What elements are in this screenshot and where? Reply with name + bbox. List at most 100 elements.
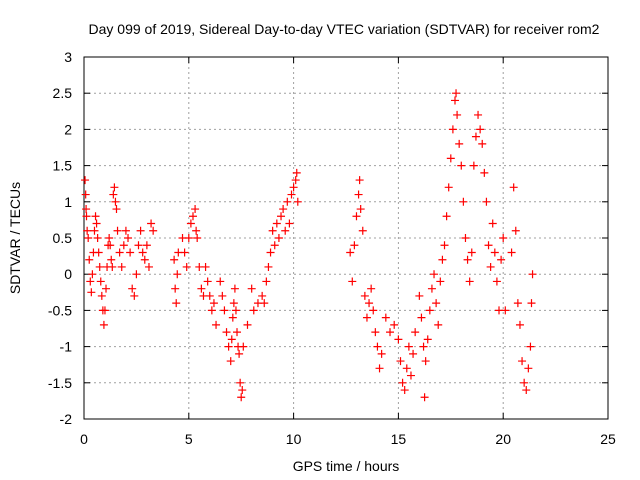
- y-tick-label: -0.5: [48, 302, 72, 318]
- axis-ticks: [83, 56, 609, 420]
- data-point: [484, 241, 493, 250]
- data-point: [249, 306, 258, 315]
- x-tick-label: 10: [286, 431, 302, 447]
- data-point: [467, 248, 476, 257]
- data-point: [513, 299, 522, 308]
- data-point: [149, 226, 158, 235]
- data-point: [355, 176, 364, 185]
- y-axis-label: SDTVAR / TECUs: [7, 182, 23, 294]
- data-point: [109, 190, 118, 199]
- data-point: [95, 262, 104, 271]
- data-point: [492, 277, 501, 286]
- data-point: [238, 386, 247, 395]
- data-point: [231, 306, 240, 315]
- data-point: [266, 248, 275, 257]
- data-point: [102, 284, 111, 293]
- data-point: [292, 168, 301, 177]
- data-point: [220, 306, 229, 315]
- data-point: [499, 234, 508, 242]
- data-point: [446, 154, 455, 163]
- data-point: [130, 291, 139, 300]
- data-point: [239, 342, 248, 351]
- data-point: [356, 205, 365, 214]
- data-point: [404, 342, 413, 351]
- data-point: [236, 378, 245, 387]
- data-point: [105, 234, 114, 242]
- data-point: [436, 277, 445, 286]
- data-point: [113, 226, 122, 235]
- data-point: [237, 393, 246, 402]
- data-point: [229, 299, 238, 308]
- y-tick-label: -1: [60, 339, 73, 355]
- data-point: [352, 212, 361, 221]
- data-point: [291, 176, 300, 185]
- data-point: [289, 183, 298, 192]
- data-point: [415, 291, 424, 300]
- data-point: [350, 241, 359, 250]
- y-tick-labels: -2 -1.5 -1 -0.5 0 0.5 1 1.5 2 2.5 3: [48, 49, 72, 427]
- data-point: [400, 386, 409, 395]
- data-point: [432, 299, 441, 308]
- data-point: [184, 234, 193, 242]
- y-tick-label: 2.5: [53, 85, 73, 101]
- data-point: [369, 306, 378, 315]
- data-point: [233, 328, 242, 337]
- y-tick-label: 3: [64, 49, 72, 65]
- data-point: [262, 277, 271, 286]
- data-point: [480, 168, 489, 177]
- data-point: [93, 234, 102, 242]
- data-point: [134, 241, 143, 250]
- data-point: [371, 328, 380, 337]
- data-point: [471, 132, 480, 141]
- data-point: [136, 226, 145, 235]
- data-point: [360, 291, 369, 300]
- data-point: [235, 349, 244, 358]
- data-point: [270, 241, 279, 250]
- data-point: [86, 277, 95, 286]
- data-point: [142, 241, 151, 250]
- data-point: [260, 299, 269, 308]
- data-point: [85, 255, 94, 264]
- data-point: [111, 197, 120, 206]
- y-tick-label: 2: [64, 121, 72, 137]
- data-point: [348, 277, 357, 286]
- data-point: [448, 125, 457, 134]
- data-point: [488, 219, 497, 228]
- data-point: [528, 270, 537, 279]
- data-point: [84, 234, 93, 242]
- data-point: [110, 183, 119, 192]
- data-point: [227, 335, 236, 344]
- data-point: [108, 262, 117, 271]
- data-point: [411, 328, 420, 337]
- data-point: [247, 284, 256, 293]
- data-point: [106, 241, 115, 250]
- data-point: [354, 190, 363, 199]
- data-point: [474, 110, 483, 119]
- data-point: [346, 248, 355, 257]
- data-point: [170, 255, 179, 264]
- data-point: [230, 284, 239, 293]
- data-point: [207, 306, 216, 315]
- data-points: [81, 89, 537, 402]
- data-point: [268, 226, 277, 235]
- data-point: [381, 313, 390, 322]
- data-point: [293, 197, 302, 206]
- data-point: [457, 161, 466, 170]
- data-point: [274, 234, 283, 242]
- data-point: [497, 255, 506, 264]
- data-point: [386, 328, 395, 337]
- data-point: [191, 205, 200, 214]
- data-point: [209, 299, 218, 308]
- data-point: [440, 241, 449, 250]
- data-point: [81, 190, 90, 199]
- data-point: [281, 226, 290, 235]
- data-point: [90, 226, 99, 235]
- data-point: [140, 255, 149, 264]
- data-point: [515, 320, 524, 329]
- data-point: [373, 342, 382, 351]
- data-point: [188, 212, 197, 221]
- y-tick-label: -2: [60, 411, 73, 427]
- data-point: [132, 270, 141, 279]
- x-tick-label: 20: [495, 431, 511, 447]
